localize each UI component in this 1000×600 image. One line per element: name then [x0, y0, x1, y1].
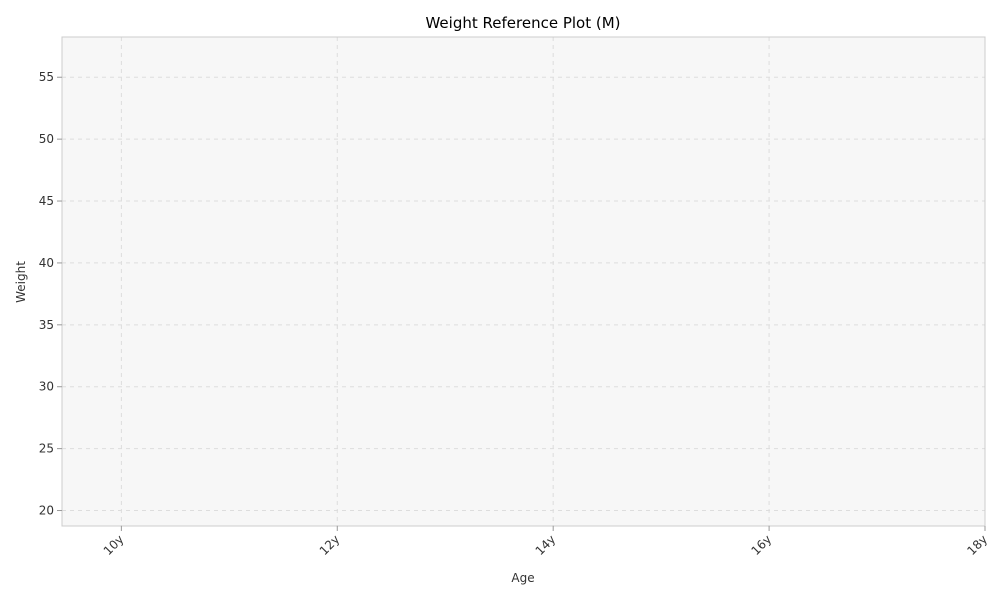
y-tick-label: 55 [39, 70, 54, 84]
x-axis-ticks: 10y 12y 14y 16y 18y [101, 526, 990, 558]
y-tick-label: 35 [39, 318, 54, 332]
y-axis-ticks: 20 25 30 35 40 45 50 55 [39, 70, 62, 518]
y-tick-label: 40 [39, 256, 54, 270]
y-tick-label: 50 [39, 132, 54, 146]
grid-layer [62, 37, 986, 526]
x-tick-label: 10y [101, 532, 127, 558]
x-tick-label: 18y [964, 532, 990, 558]
y-axis-label: Weight [14, 261, 28, 303]
plot-area [62, 37, 985, 526]
y-tick-label: 25 [39, 442, 54, 456]
chart-title: Weight Reference Plot (M) [425, 14, 620, 32]
plot-frame [61, 36, 986, 527]
x-tick-label: 16y [748, 532, 774, 558]
x-tick-label: 12y [317, 532, 343, 558]
y-tick-label: 20 [39, 504, 54, 518]
x-axis-label: Age [511, 571, 534, 585]
y-tick-label: 30 [39, 380, 54, 394]
y-tick-label: 45 [39, 194, 54, 208]
x-tick-label: 14y [533, 532, 559, 558]
